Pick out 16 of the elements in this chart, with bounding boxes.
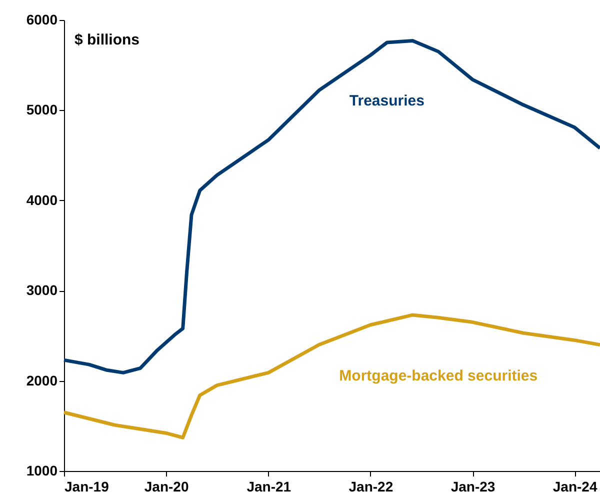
x-tick-label: Jan-21 xyxy=(246,478,292,494)
x-tick-label: Jan-20 xyxy=(144,478,189,494)
line-series xyxy=(62,313,600,440)
y-axis-title: $ billions xyxy=(74,32,140,48)
y-tick-label: 5000 xyxy=(26,102,58,118)
y-tick-label: 4000 xyxy=(26,192,58,208)
x-tick-label: Jan-24 xyxy=(552,478,598,494)
y-tick-label: 2000 xyxy=(26,372,58,388)
x-tick-label: Jan-22 xyxy=(348,478,394,494)
y-tick-label: 6000 xyxy=(26,12,58,28)
series-label: Treasuries xyxy=(349,92,424,110)
x-tick-label: Jan-19 xyxy=(64,478,110,494)
y-tick-label: 1000 xyxy=(26,462,58,478)
series-label: Mortgage-backed securities xyxy=(339,368,538,385)
y-tick-label: 3000 xyxy=(26,282,58,298)
x-tick-label: Jan-23 xyxy=(450,478,496,494)
